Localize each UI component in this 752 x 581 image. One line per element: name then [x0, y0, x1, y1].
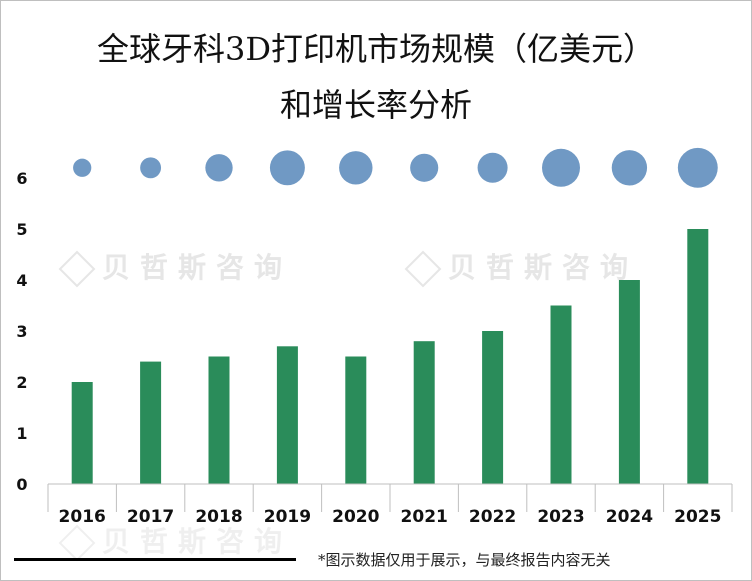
footer-divider [14, 558, 296, 561]
x-tick-label: 2025 [674, 507, 721, 527]
watermark-left: 贝哲斯咨询 [58, 246, 292, 288]
bar-2025 [687, 229, 709, 484]
x-tick-label: 2022 [469, 507, 516, 527]
chart-title-line2: 和增长率分析 [279, 86, 472, 124]
bar-2023 [550, 305, 572, 484]
bubble-2025 [677, 147, 718, 188]
bubble-2018 [205, 154, 233, 182]
chart-title-line1: 全球牙科3D打印机市场规模（亿美元） [96, 30, 656, 68]
y-tick-label: 6 [16, 169, 27, 188]
x-tick-label: 2017 [127, 507, 174, 527]
x-tick-label: 2021 [401, 507, 448, 527]
x-tick-label: 2016 [59, 507, 106, 527]
bar-2019 [276, 346, 298, 484]
x-tick-label: 2018 [195, 507, 242, 527]
footnote: *图示数据仅用于展示，与最终报告内容无关 [318, 551, 611, 569]
bubble-2019 [269, 150, 305, 186]
bar-2021 [413, 341, 435, 484]
bar-2018 [208, 356, 230, 484]
x-tick-label: 2019 [264, 507, 311, 527]
watermark-bottom: 贝哲斯咨询 [58, 520, 292, 562]
x-tick-label: 2024 [606, 507, 653, 527]
bar-2022 [482, 331, 504, 484]
bubbles-layer [73, 147, 718, 188]
x-tick-label: 2023 [537, 507, 584, 527]
bar-2016 [71, 382, 93, 484]
bar-2017 [140, 361, 162, 484]
bubble-2016 [73, 158, 92, 177]
bubble-2017 [140, 157, 162, 179]
y-tick-label: 3 [16, 322, 27, 341]
bubble-2023 [542, 148, 580, 187]
y-tick-label: 1 [16, 424, 27, 443]
y-tick-label: 5 [16, 220, 27, 239]
bubble-2021 [410, 153, 439, 182]
bubble-2024 [611, 150, 648, 186]
y-tick-labels: 0 1 2 3 4 5 6 [16, 169, 27, 494]
bars-layer [71, 229, 709, 484]
y-tick-label: 4 [16, 271, 27, 290]
x-tick-labels: 2016 2017 2018 2019 2020 2021 2022 2023 2024 2025 [59, 507, 722, 527]
y-tick-label: 2 [16, 373, 27, 392]
axes-layer [47, 483, 733, 512]
y-tick-label: 0 [16, 475, 27, 494]
bar-2020 [345, 356, 367, 484]
bar-2024 [618, 280, 640, 484]
x-tick-label: 2020 [332, 507, 379, 527]
watermark-right: 贝哲斯咨询 [404, 246, 638, 288]
bubble-2022 [477, 152, 508, 183]
bubble-2020 [339, 151, 373, 185]
